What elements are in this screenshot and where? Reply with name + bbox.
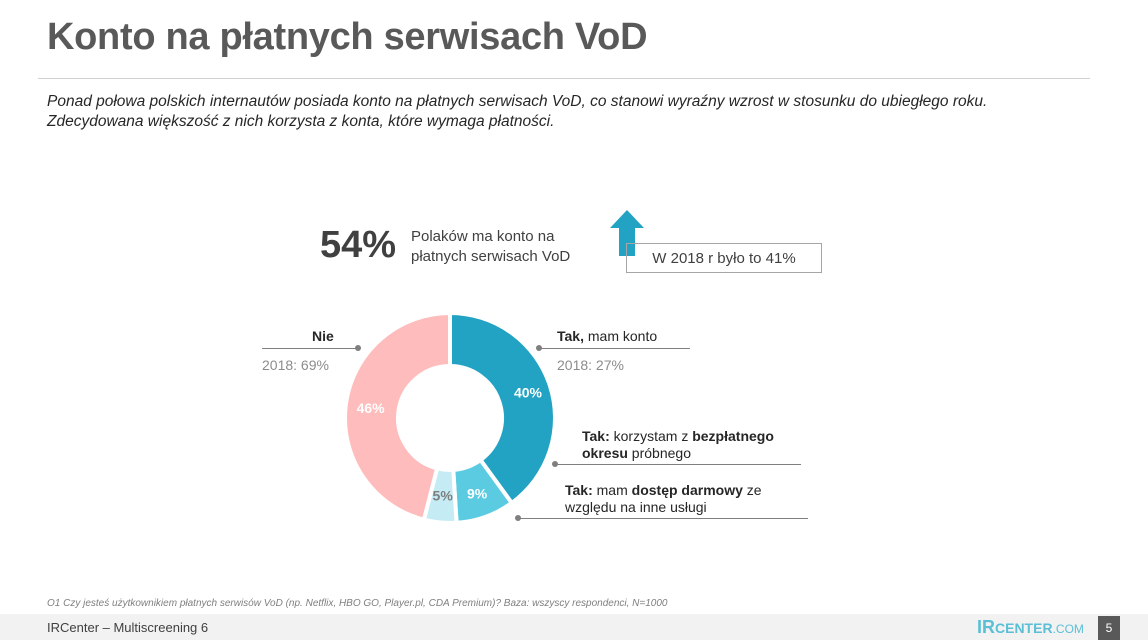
label-tak-konto-2018: 2018: 27%	[557, 357, 624, 373]
headline-desc-line-1: Polaków ma konto na	[411, 228, 555, 245]
title-divider	[38, 78, 1090, 79]
subtitle: Ponad połowa polskich internautów posiad…	[47, 92, 1107, 132]
up-arrow-icon	[610, 210, 644, 256]
leader-dot-darmowy	[515, 515, 521, 521]
slice-nie-value-label: 46%	[357, 400, 386, 416]
label-bezplatny: Tak: korzystam z bezpłatnego okresu prób…	[582, 428, 774, 461]
slice-tak-konto-value-label: 40%	[514, 385, 543, 401]
leader-dot-bezplatny	[552, 461, 558, 467]
leader-dot-tak-konto	[536, 345, 542, 351]
slice-nie	[343, 310, 452, 523]
ircenter-logo: IRCENTER.COM	[977, 617, 1084, 637]
footnote: O1 Czy jesteś użytkownikiem płatnych ser…	[47, 598, 668, 609]
slice-darmowy-value-label: 5%	[433, 488, 454, 504]
leader-nie	[262, 348, 358, 349]
headline-description: Polaków ma konto na płatnych serwisach V…	[411, 227, 611, 267]
leader-dot-nie	[355, 345, 361, 351]
headline-desc-line-2: płatnych serwisach VoD	[411, 248, 571, 265]
page-number: 5	[1098, 616, 1120, 640]
label-nie-2018: 2018: 69%	[262, 357, 329, 373]
footer-text: IRCenter – Multiscreening 6	[47, 620, 209, 635]
label-tak-konto: Tak, mam konto	[557, 328, 658, 344]
label-darmowy: Tak: mam dostęp darmowy ze względu na in…	[565, 482, 762, 515]
subtitle-line-1: Ponad połowa polskich internautów posiad…	[47, 93, 988, 110]
leader-darmowy	[520, 518, 808, 519]
subtitle-line-2: Zdecydowana większość z nich korzysta z …	[47, 113, 555, 130]
label-nie: Nie	[312, 328, 334, 344]
leader-bezplatny	[556, 464, 801, 465]
headline-percent: 54%	[320, 224, 397, 266]
page-title: Konto na płatnych serwisach VoD	[47, 16, 648, 58]
previous-year-box: W 2018 r było to 41%	[626, 243, 822, 273]
slice-tak-konto	[448, 310, 557, 506]
leader-tak-konto	[540, 348, 690, 349]
footer-bar	[0, 614, 1148, 640]
slice-bezplatny-value-label: 9%	[467, 485, 488, 501]
